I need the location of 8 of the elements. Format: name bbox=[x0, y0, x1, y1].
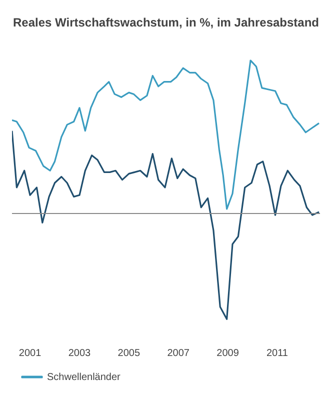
x-tick-label: 2011 bbox=[266, 348, 288, 359]
x-tick-label: 2007 bbox=[167, 348, 190, 359]
x-tick-label: 2009 bbox=[216, 348, 240, 359]
chart-title: Reales Wirtschaftswachstum, in %, im Jahresabstand bbox=[13, 16, 319, 30]
x-tick-label: 2003 bbox=[68, 348, 92, 359]
x-tick-label: 2005 bbox=[118, 348, 140, 359]
legend-label: Schwellenländer bbox=[47, 372, 122, 383]
x-tick-label: 2001 bbox=[18, 348, 42, 359]
